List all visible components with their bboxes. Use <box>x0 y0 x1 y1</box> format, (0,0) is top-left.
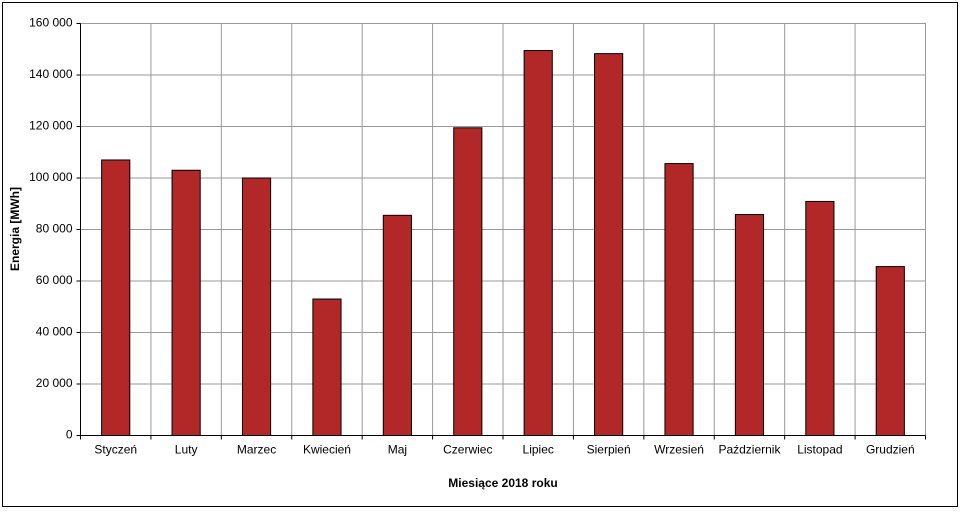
bar <box>875 266 905 436</box>
y-tick-label: 100 000 <box>29 170 73 184</box>
bar <box>664 163 694 437</box>
x-tick-label: Wrzesień <box>654 443 704 457</box>
y-tick-label: 60 000 <box>36 273 73 287</box>
y-tick-label: 0 <box>66 428 73 442</box>
bar <box>382 214 412 436</box>
x-tick-label: Maj <box>388 443 407 457</box>
bar <box>523 50 553 436</box>
y-tick-label: 140 000 <box>29 67 73 81</box>
y-tick-label: 160 000 <box>29 16 73 30</box>
x-tick-label: Marzec <box>237 443 276 457</box>
y-tick-label: 80 000 <box>36 222 73 236</box>
x-tick-label: Lipiec <box>523 443 554 457</box>
bar <box>594 53 624 436</box>
y-tick-label: 20 000 <box>36 376 73 390</box>
bar <box>241 177 272 436</box>
bar <box>171 169 201 436</box>
y-axis-title: Energia [MWh] <box>8 187 22 271</box>
x-tick-label: Czerwiec <box>443 443 492 457</box>
bar <box>453 127 483 436</box>
x-tick-label: Październik <box>718 443 781 457</box>
x-tick-label: Listopad <box>797 443 842 457</box>
x-tick-label: Luty <box>175 443 198 457</box>
x-tick-label: Kwiecień <box>303 443 351 457</box>
y-tick-label: 120 000 <box>29 119 73 133</box>
bar <box>734 214 765 436</box>
x-axis-title: Miesiące 2018 roku <box>448 476 557 490</box>
x-tick-label: Sierpień <box>587 443 631 457</box>
bar <box>312 298 342 436</box>
bar <box>101 159 131 436</box>
bar <box>805 200 835 436</box>
x-tick-label: Grudzień <box>866 443 915 457</box>
x-tick-label: Styczeń <box>94 443 137 457</box>
y-tick-label: 40 000 <box>36 325 73 339</box>
